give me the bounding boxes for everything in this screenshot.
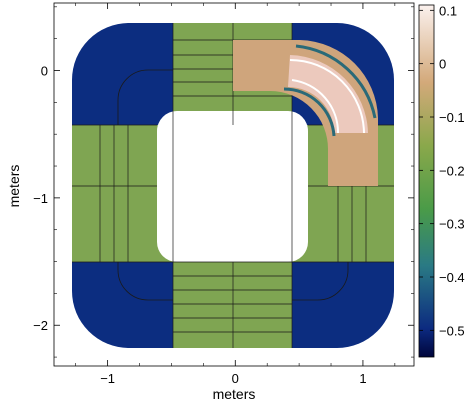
y-tick-label: −1 — [33, 191, 48, 206]
curved-insert — [288, 55, 368, 133]
colorbar-tick-label: −0.2 — [439, 163, 465, 178]
colorbar-tick-label: −0.1 — [439, 110, 465, 125]
y-tick-label: −2 — [33, 318, 48, 333]
colorbar — [418, 4, 435, 358]
x-tick-label: 1 — [359, 371, 366, 386]
y-tick-label: 0 — [41, 64, 48, 79]
colorbar-tick-label: 0.1 — [439, 3, 457, 18]
corner-bottom-left — [72, 262, 173, 348]
x-axis-label: meters — [213, 386, 256, 402]
curved-insert-edge-inner — [283, 87, 336, 137]
y-axis-label: meters — [6, 165, 22, 208]
y-axis: 0 −1 −2 — [33, 6, 414, 358]
curved-insert-edge-outer — [295, 44, 377, 119]
section-bottom — [173, 262, 292, 348]
corner-top-left — [72, 23, 173, 125]
colorbar-tick-label: −0.5 — [439, 323, 465, 338]
colorbar-ticks: 0.1 0 −0.1 −0.2 −0.3 −0.4 −0.5 — [419, 3, 465, 338]
colorbar-tick-label: −0.3 — [439, 217, 465, 232]
colorbar-tick-label: −0.4 — [439, 270, 465, 285]
x-axis: −1 0 1 — [75, 3, 396, 386]
plot-frame — [53, 2, 415, 367]
colorbar-tick-label: 0 — [439, 57, 446, 72]
x-tick-label: 0 — [232, 371, 239, 386]
center-hole — [157, 111, 308, 262]
corner-bottom-right — [292, 262, 394, 348]
x-tick-label: −1 — [100, 371, 115, 386]
section-left — [72, 125, 173, 262]
corner-guide-arcs — [117, 69, 349, 301]
curved-insert-outline — [289, 59, 365, 134]
